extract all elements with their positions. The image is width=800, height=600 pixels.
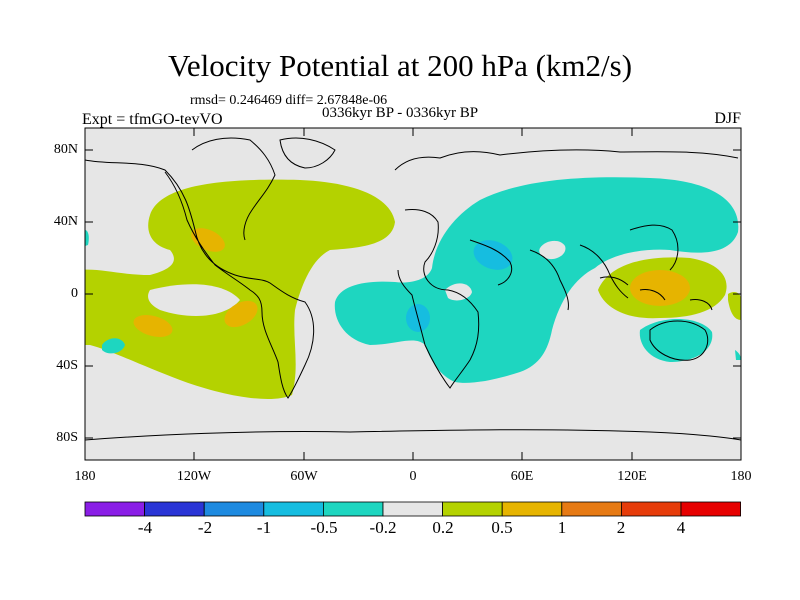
axis-ticks	[84, 128, 742, 460]
colorbar-label: -0.5	[310, 518, 338, 537]
colorbar-label: 4	[676, 518, 686, 537]
positive-region-east-edge	[728, 292, 741, 320]
lon-label-60w: 60W	[290, 469, 318, 484]
colorbar-swatch	[382, 501, 443, 517]
lon-label-180e: 180	[730, 469, 752, 484]
lat-label-80n: 80N	[53, 142, 78, 157]
lon-label-120e: 120E	[617, 469, 647, 484]
lon-label-0: 0	[409, 469, 417, 484]
max-center-mexico	[191, 228, 225, 252]
negative-region-east-pacific	[102, 338, 125, 354]
lon-label-60e: 60E	[510, 469, 534, 484]
negative-region-hole-africa	[445, 283, 472, 301]
lon-label-120w: 120W	[176, 469, 212, 484]
negative-region-eurasia-africa	[334, 177, 739, 383]
colorbar-swatch	[322, 501, 384, 517]
colorbar-swatch	[621, 501, 682, 517]
colorbar-swatch	[501, 501, 563, 517]
positive-region-americas	[85, 179, 395, 400]
negative-region-east-edge-south	[735, 350, 741, 360]
experiment-label: Expt = tfmGO-tevVO	[82, 111, 223, 128]
colorbar-label: -2	[197, 518, 213, 537]
colorbar-label: -0.2	[369, 518, 397, 537]
negative-region-west-edge	[85, 230, 89, 246]
lat-label-40n: 40N	[53, 214, 78, 229]
lon-label-180w: 180	[74, 469, 96, 484]
lat-label-eq: 0	[71, 286, 78, 301]
max-center-tropical-atlantic	[224, 300, 258, 328]
negative-region-australia	[639, 318, 713, 362]
max-center-south-pacific	[133, 315, 173, 337]
velocity-field	[85, 137, 741, 441]
colorbar-swatch	[203, 501, 265, 517]
max-center-maritime-continent	[630, 270, 690, 306]
lat-label-80s: 80S	[56, 430, 78, 445]
coastlines	[85, 137, 741, 441]
colorbar	[84, 501, 741, 517]
colorbar-label: 1	[557, 518, 567, 537]
colorbar-label: 0.5	[491, 518, 513, 537]
colorbar-label: -4	[137, 518, 153, 537]
min-center-arabia	[473, 240, 513, 270]
period-line: 0336kyr BP - 0336kyr BP	[321, 105, 479, 121]
colorbar-swatch	[84, 501, 145, 517]
colorbar-swatch	[263, 501, 324, 517]
plot-title: Velocity Potential at 200 hPa (km2/s)	[167, 48, 633, 83]
colorbar-label: 2	[616, 518, 626, 537]
colorbar-swatch	[680, 501, 741, 517]
colorbar-swatch	[442, 501, 503, 517]
colorbar-swatch	[561, 501, 622, 517]
negative-region-hole-arabia	[539, 240, 566, 260]
colorbar-label: -1	[256, 518, 272, 537]
colorbar-label: 0.2	[432, 518, 454, 537]
season-label: DJF	[714, 110, 741, 127]
lat-label-40s: 40S	[56, 358, 78, 373]
stats-line: rmsd= 0.246469 diff= 2.67848e-06	[190, 93, 388, 108]
colorbar-swatch	[144, 501, 205, 517]
positive-region-south-atlantic-gap	[148, 284, 240, 316]
